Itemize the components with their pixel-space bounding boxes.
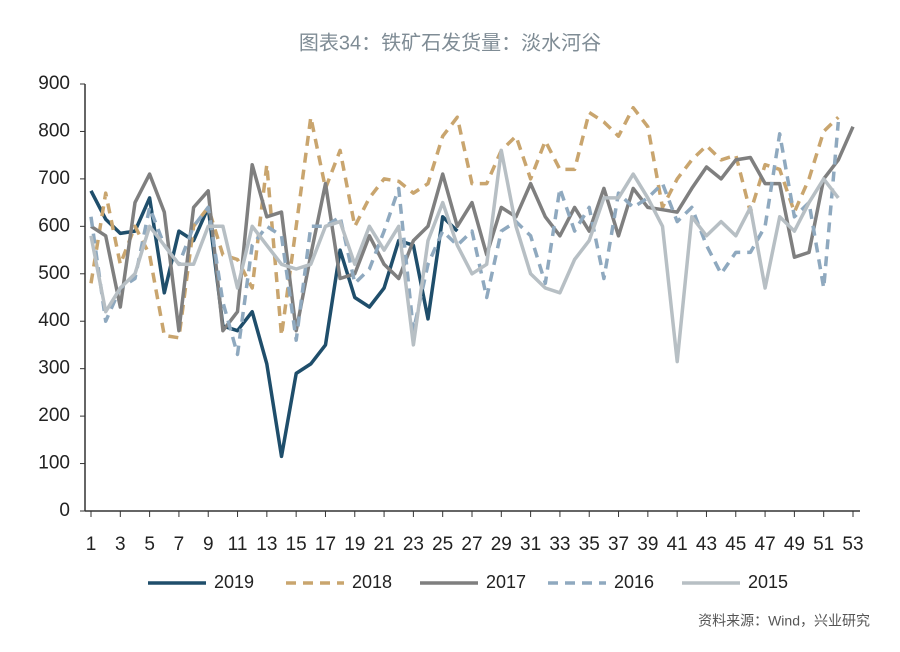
x-tick-label: 3 [115,534,126,555]
x-tick-label: 41 [667,534,688,555]
x-tick-label: 9 [203,534,214,555]
x-tick-label: 15 [286,534,307,555]
x-tick-label: 37 [608,534,629,555]
series-line [89,148,840,364]
legend-label: 2018 [352,572,392,592]
y-tick-label: 600 [38,215,70,236]
series-line [90,125,855,333]
x-tick-label: 1 [86,534,97,555]
x-tick-label: 7 [174,534,185,555]
x-tick-label: 23 [403,534,424,555]
x-tick-label: 5 [144,534,155,555]
x-tick-label: 17 [315,534,336,555]
legend-label: 2019 [214,572,254,592]
y-tick-label: 700 [38,168,70,189]
y-tick-label: 400 [38,310,70,331]
series-line [89,105,840,340]
x-tick-label: 47 [755,534,776,555]
y-tick-label: 300 [38,358,70,379]
x-tick-label: 39 [637,534,658,555]
x-tick-label: 43 [696,534,717,555]
source-note: 资料来源：Wind，兴业研究 [698,613,870,629]
legend-label: 2016 [614,572,654,592]
x-tick-label: 27 [461,534,482,555]
y-tick-label: 500 [38,263,70,284]
y-tick-label: 800 [38,120,70,141]
x-tick-label: 45 [725,534,746,555]
y-tick-label: 900 [38,73,70,94]
x-tick-label: 19 [344,534,365,555]
x-tick-label: 53 [842,534,863,555]
y-tick-label: 200 [38,405,70,426]
x-tick-label: 31 [520,534,541,555]
x-tick-label: 29 [491,534,512,555]
x-tick-label: 11 [228,534,248,555]
x-tick-label: 13 [256,534,277,555]
x-tick-label: 21 [374,534,395,555]
legend-label: 2017 [486,572,526,592]
x-tick-label: 51 [813,534,834,555]
x-tick-label: 35 [579,534,600,555]
legend-label: 2015 [748,572,788,592]
y-tick-label: 100 [38,453,70,474]
x-tick-label: 49 [784,534,805,555]
chart-title: 图表34：铁矿石发货量：淡水河谷 [299,31,601,54]
x-tick-label: 25 [432,534,453,555]
y-tick-label: 0 [59,500,70,521]
x-tick-label: 33 [549,534,570,555]
series-line [89,121,841,357]
